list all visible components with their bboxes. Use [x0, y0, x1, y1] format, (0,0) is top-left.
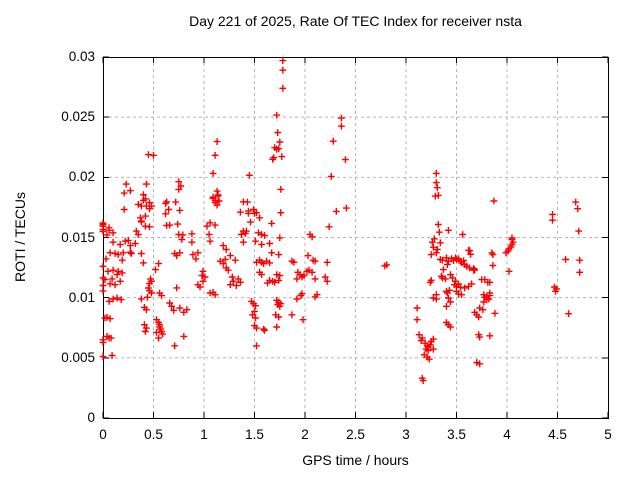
y-tick-label: 0: [87, 410, 95, 425]
x-tick-label: 4.5: [548, 427, 567, 442]
y-tick-label: 0.02: [68, 169, 95, 185]
y-tick-label: 0.015: [61, 229, 95, 245]
x-tick-label: 3.5: [447, 427, 466, 442]
y-tick-label: 0.025: [61, 109, 95, 125]
chart-title: Day 221 of 2025, Rate Of TEC Index for r…: [189, 13, 522, 29]
x-tick-label: 4: [503, 427, 511, 442]
x-tick-label: 0: [99, 427, 107, 442]
y-tick-label: 0.01: [68, 289, 95, 305]
x-tick-label: 0.5: [144, 427, 163, 442]
axis-ticks: [102, 56, 609, 419]
x-tick-label: 2: [301, 427, 309, 442]
grid-lines: [103, 57, 608, 418]
x-tick-label: 5: [604, 427, 612, 442]
x-tick-label: 1: [200, 427, 208, 442]
x-tick-label: 3: [402, 427, 410, 442]
scatter-points: [99, 57, 584, 384]
y-tick-label: 0.005: [61, 349, 95, 365]
x-tick-label: 1.5: [245, 427, 264, 442]
x-tick-label: 2.5: [346, 427, 365, 442]
x-axis-title: GPS time / hours: [302, 452, 409, 468]
y-tick-label: 0.03: [68, 49, 95, 64]
